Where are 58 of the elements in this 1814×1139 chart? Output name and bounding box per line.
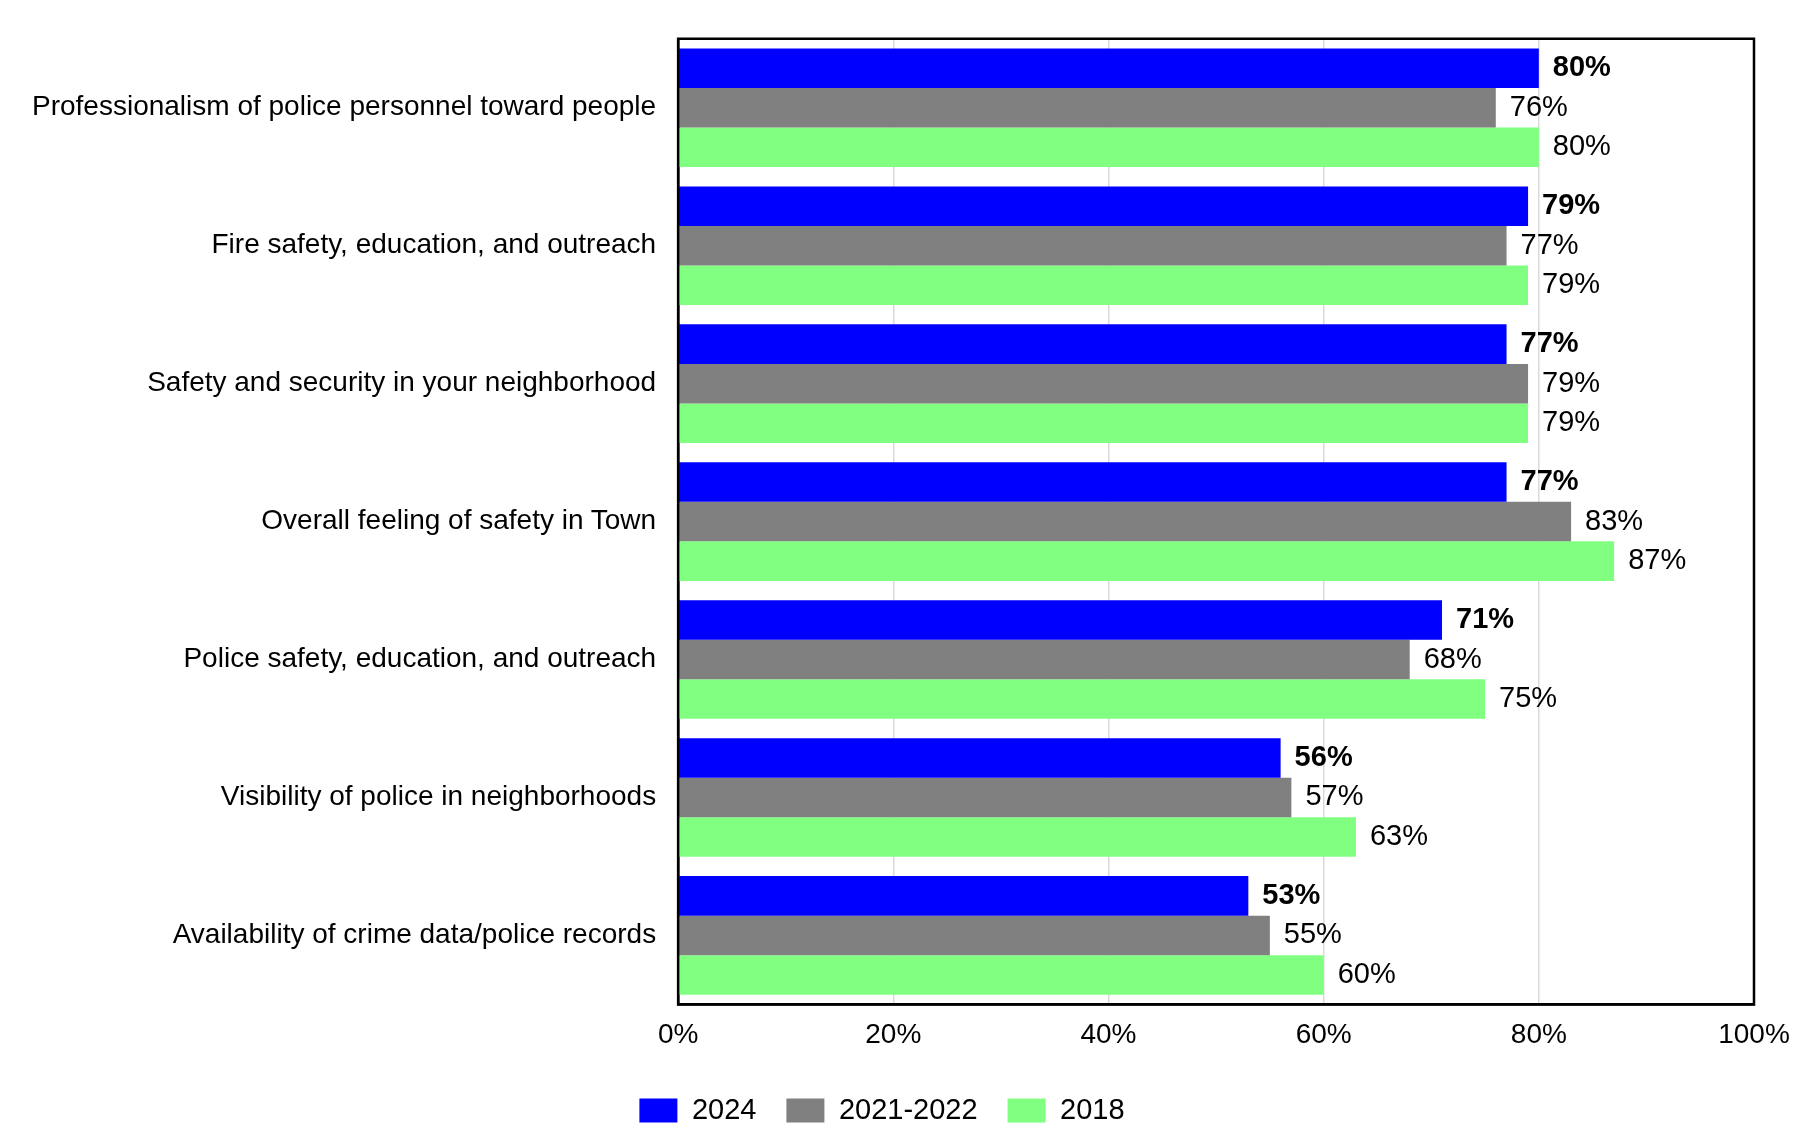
bar bbox=[678, 679, 1486, 719]
y-tick-label: Police safety, education, and outreach bbox=[183, 642, 657, 674]
bar bbox=[678, 600, 1442, 640]
data-label: 77% bbox=[1520, 227, 1579, 260]
bar bbox=[678, 817, 1356, 857]
y-tick-label: Professionalism of police personnel toward people bbox=[31, 90, 657, 122]
bar bbox=[678, 876, 1249, 916]
bar bbox=[678, 955, 1324, 995]
bar bbox=[678, 88, 1496, 128]
y-tick-label: Fire safety, education, and outreach bbox=[211, 228, 657, 260]
data-label: 79% bbox=[1542, 267, 1601, 300]
bar bbox=[678, 541, 1615, 581]
data-label: 80% bbox=[1552, 129, 1611, 162]
data-label: 79% bbox=[1542, 365, 1601, 398]
y-tick-label: Safety and security in your neighborhood bbox=[147, 366, 657, 398]
bar bbox=[678, 738, 1281, 778]
legend-label: 2024 bbox=[691, 1092, 757, 1125]
bar bbox=[678, 501, 1572, 542]
data-label: 63% bbox=[1369, 819, 1428, 852]
bar bbox=[678, 777, 1292, 818]
x-tick-label: 40% bbox=[1080, 1017, 1137, 1049]
data-label: 53% bbox=[1262, 877, 1321, 910]
data-label: 68% bbox=[1423, 641, 1482, 674]
y-tick-label: Overall feeling of safety in Town bbox=[261, 504, 657, 536]
data-label: 79% bbox=[1542, 405, 1601, 438]
x-tick-label: 0% bbox=[657, 1017, 699, 1049]
bar bbox=[678, 915, 1270, 956]
data-label: 55% bbox=[1283, 917, 1342, 950]
data-label: 56% bbox=[1294, 739, 1353, 772]
legend-label: 2021-2022 bbox=[838, 1092, 978, 1125]
x-tick-label: 20% bbox=[865, 1017, 922, 1049]
y-tick-label: Visibility of police in neighborhoods bbox=[220, 780, 657, 812]
x-tick-label: 60% bbox=[1295, 1017, 1352, 1049]
bar bbox=[678, 462, 1507, 502]
bar bbox=[678, 48, 1539, 88]
x-tick-label: 80% bbox=[1510, 1017, 1567, 1049]
data-label: 87% bbox=[1628, 543, 1687, 576]
bar bbox=[678, 363, 1529, 404]
bar bbox=[678, 639, 1410, 680]
data-label: 76% bbox=[1509, 89, 1568, 122]
bar bbox=[678, 324, 1507, 364]
x-tick-label: 100% bbox=[1718, 1017, 1790, 1049]
data-label: 75% bbox=[1499, 681, 1558, 714]
data-label: 83% bbox=[1585, 503, 1644, 536]
data-label: 79% bbox=[1542, 188, 1601, 221]
bar bbox=[678, 403, 1529, 443]
bar bbox=[678, 186, 1529, 226]
bar bbox=[678, 225, 1507, 266]
data-label: 60% bbox=[1337, 956, 1396, 989]
bar bbox=[678, 127, 1539, 168]
bar bbox=[678, 265, 1529, 306]
data-label: 77% bbox=[1520, 464, 1579, 497]
data-label: 57% bbox=[1305, 779, 1364, 812]
data-label: 80% bbox=[1552, 50, 1612, 83]
data-label: 71% bbox=[1456, 602, 1515, 634]
data-label: 77% bbox=[1520, 326, 1579, 359]
legend-label: 2018 bbox=[1060, 1092, 1125, 1125]
y-tick-label: Availability of crime data/police records bbox=[172, 918, 657, 950]
